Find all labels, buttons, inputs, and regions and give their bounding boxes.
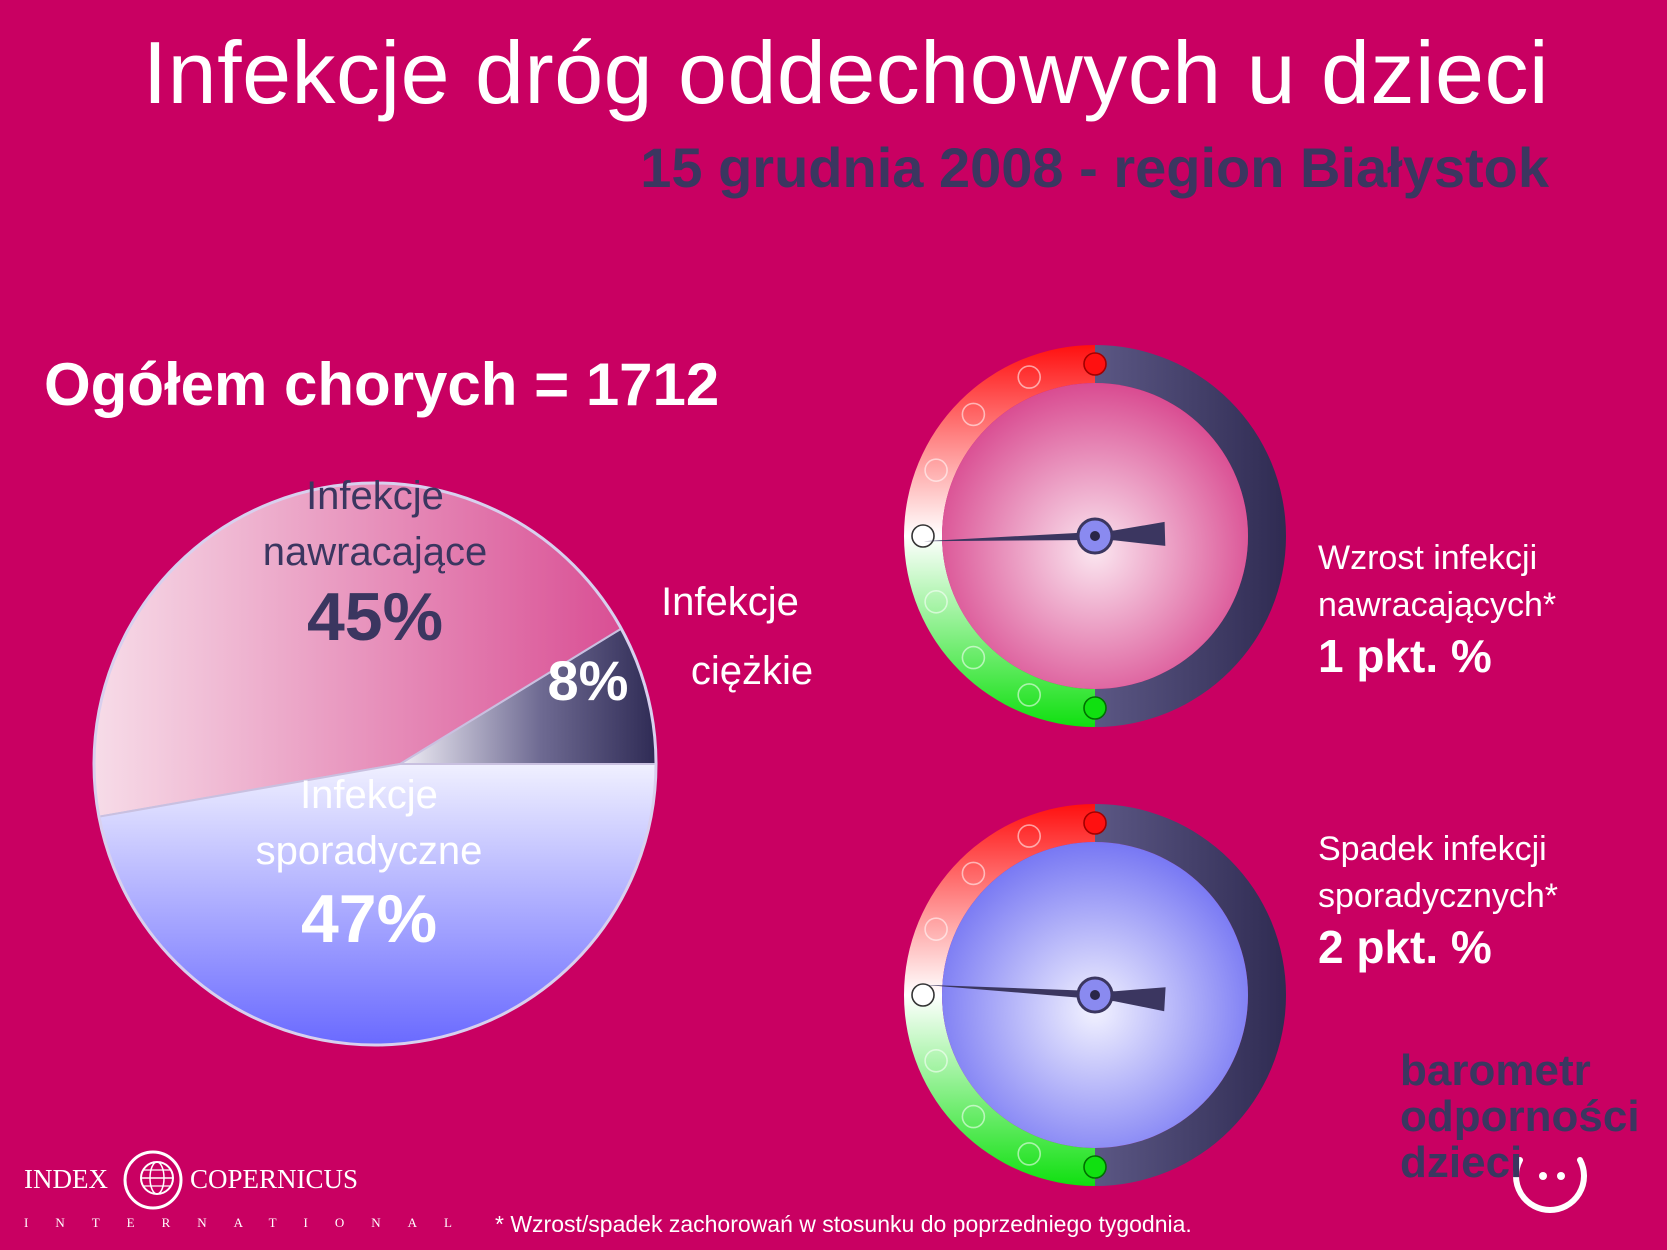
total-patients-label: Ogółem chorych = 1712 [44,351,720,418]
slice-label-sporadic-line1: Infekcje [300,773,438,817]
slice-value-recurrent: 45% [307,579,443,655]
gauge-tick [1083,696,1107,720]
slice-label-recurrent-line1: Infekcje [306,474,444,518]
gauge-tick [961,861,986,886]
gauge-tick [961,645,986,670]
gauge-caption-recurrent-line1: Wzrost infekcji [1318,539,1538,577]
gauge-tick [1017,1142,1041,1166]
footnote: * Wzrost/spadek zachorowań w stosunku do… [495,1211,1192,1237]
globe-icon [123,1150,183,1210]
company-name-left: INDEX [24,1164,108,1194]
gauge-caption-recurrent: Wzrost infekcji nawracających* 1 pkt. % [1318,535,1556,680]
slice-label-sporadic-line2: sporadyczne [256,829,483,873]
gauge-tick [961,1104,986,1129]
gauge-dark-ring [1095,345,1286,727]
smiley-icon [1513,1157,1587,1213]
gauge-color-ring [904,345,1095,727]
page-title: Infekcje dróg oddechowych u dzieci [142,23,1549,122]
gauge-tick [911,524,935,548]
gauge-tick [924,458,948,483]
gauge-tick [1017,683,1041,707]
gauge-caption-sporadic: Spadek infekcji sporadycznych* 2 pkt. % [1318,826,1558,971]
gauge-recurrent [904,345,1286,727]
company-subtitle: INTERNATIONAL [24,1215,479,1230]
slice-value-sporadic: 47% [301,881,437,957]
gauge-tick [1083,1155,1107,1179]
gauge-value-sporadic: 2 pkt. % [1318,921,1492,973]
logo-line1: barometr [1400,1046,1591,1095]
gauge-tick [911,983,935,1007]
logo-line3: dzieci [1400,1138,1523,1187]
gauge-tick [1017,365,1041,389]
pie-outline [92,481,658,1047]
gauge-tick [924,589,948,614]
slice-label-severe-line2: ciężkie [691,649,813,693]
gauge-dark-ring [1095,804,1286,1186]
pie-chart [92,481,658,1047]
gauge-caption-sporadic-line2: sporadycznych* [1318,877,1559,915]
gauge-tick [924,917,948,942]
gauge-value-recurrent: 1 pkt. % [1318,630,1492,682]
slice-label-severe-line1: Infekcje [661,580,799,624]
logo-line2: odporności [1400,1092,1640,1141]
gauge-tick [1083,811,1107,835]
gauge-caption-sporadic-line1: Spadek infekcji [1318,830,1547,868]
gauge-tick [924,1049,948,1073]
gauge-color-ring [904,804,1095,1186]
gauge-sporadic [904,804,1286,1186]
gauge-hub-center [1090,531,1100,541]
page-subtitle: 15 grudnia 2008 - region Białystok [640,136,1549,199]
gauge-tick [1017,824,1041,848]
gauge-caption-recurrent-line2: nawracających* [1318,586,1557,624]
barometer-logo: barometr odporności dzieci [1400,1048,1640,1186]
gauge-hub-center [1090,990,1100,1000]
gauge-tick [961,402,986,427]
slice-value-severe: 8% [548,649,629,712]
slice-label-recurrent-line2: nawracające [263,530,488,574]
gauge-tick [1083,352,1107,376]
company-name-right: COPERNICUS [190,1164,359,1194]
